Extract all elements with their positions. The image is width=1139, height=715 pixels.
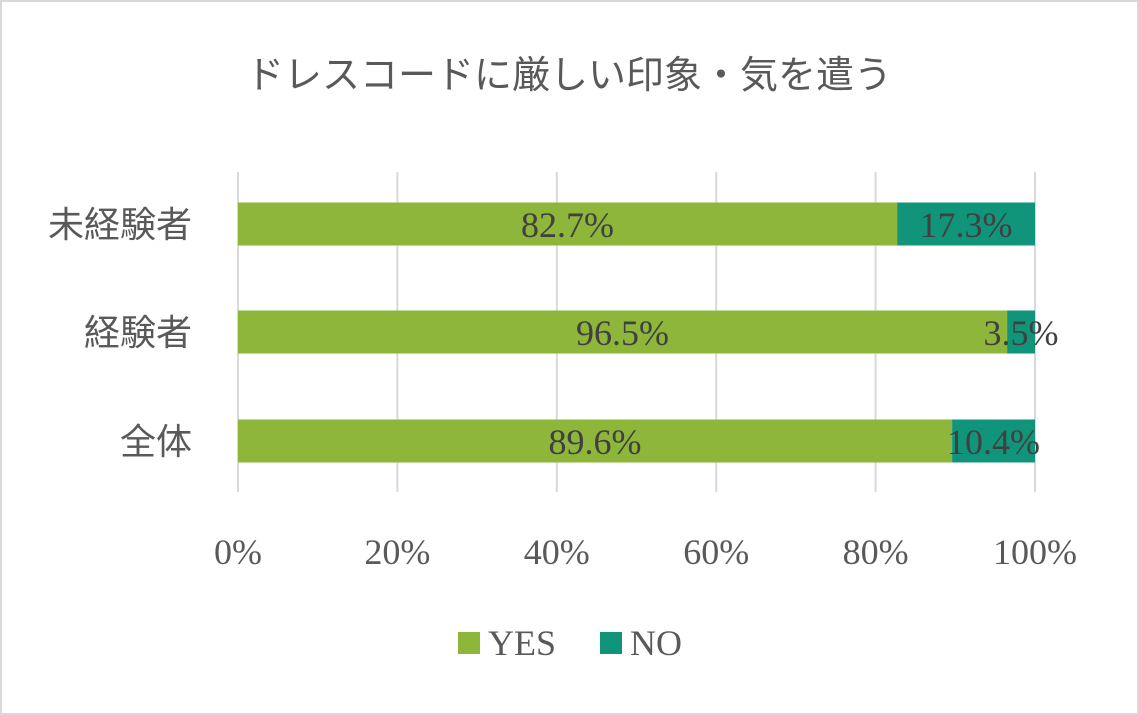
legend-label-no: NO (630, 623, 682, 663)
x-tick-label: 40% (524, 532, 590, 572)
data-label: 89.6% (549, 422, 642, 462)
bar-segment-yes (238, 202, 898, 246)
data-label: 82.7% (521, 205, 614, 245)
data-label: 17.3% (920, 205, 1013, 245)
bars (238, 202, 1035, 463)
bar-segment-yes (238, 310, 1008, 354)
x-tick-label: 0% (214, 532, 262, 572)
bar-segment-no (952, 419, 1035, 463)
data-labels: 82.7% 17.3% 96.5% 3.5% 89.6% 10.4% (521, 205, 1058, 462)
legend-swatch-yes (458, 632, 480, 654)
data-label: 3.5% (984, 313, 1059, 353)
x-tick-label: 60% (683, 532, 749, 572)
data-label: 96.5% (576, 313, 669, 353)
bar-segment-yes (238, 419, 953, 463)
legend-swatch-no (600, 632, 622, 654)
category-label: 未経験者 (48, 205, 192, 246)
x-tick-label: 20% (364, 532, 430, 572)
bar-segment-no (897, 202, 1035, 246)
legend-label-yes: YES (488, 623, 556, 663)
category-label: 経験者 (84, 313, 192, 354)
data-label: 10.4% (947, 422, 1040, 462)
x-tick-label: 100% (993, 532, 1077, 572)
legend: YES NO (458, 623, 682, 663)
x-tick-labels: 0% 20% 40% 60% 80% 100% (214, 532, 1077, 572)
bar-segment-no (1007, 310, 1035, 354)
x-tick-label: 80% (843, 532, 909, 572)
category-label: 全体 (120, 422, 192, 463)
chart-title: ドレスコードに厳しい印象・気を遣う (246, 53, 892, 97)
